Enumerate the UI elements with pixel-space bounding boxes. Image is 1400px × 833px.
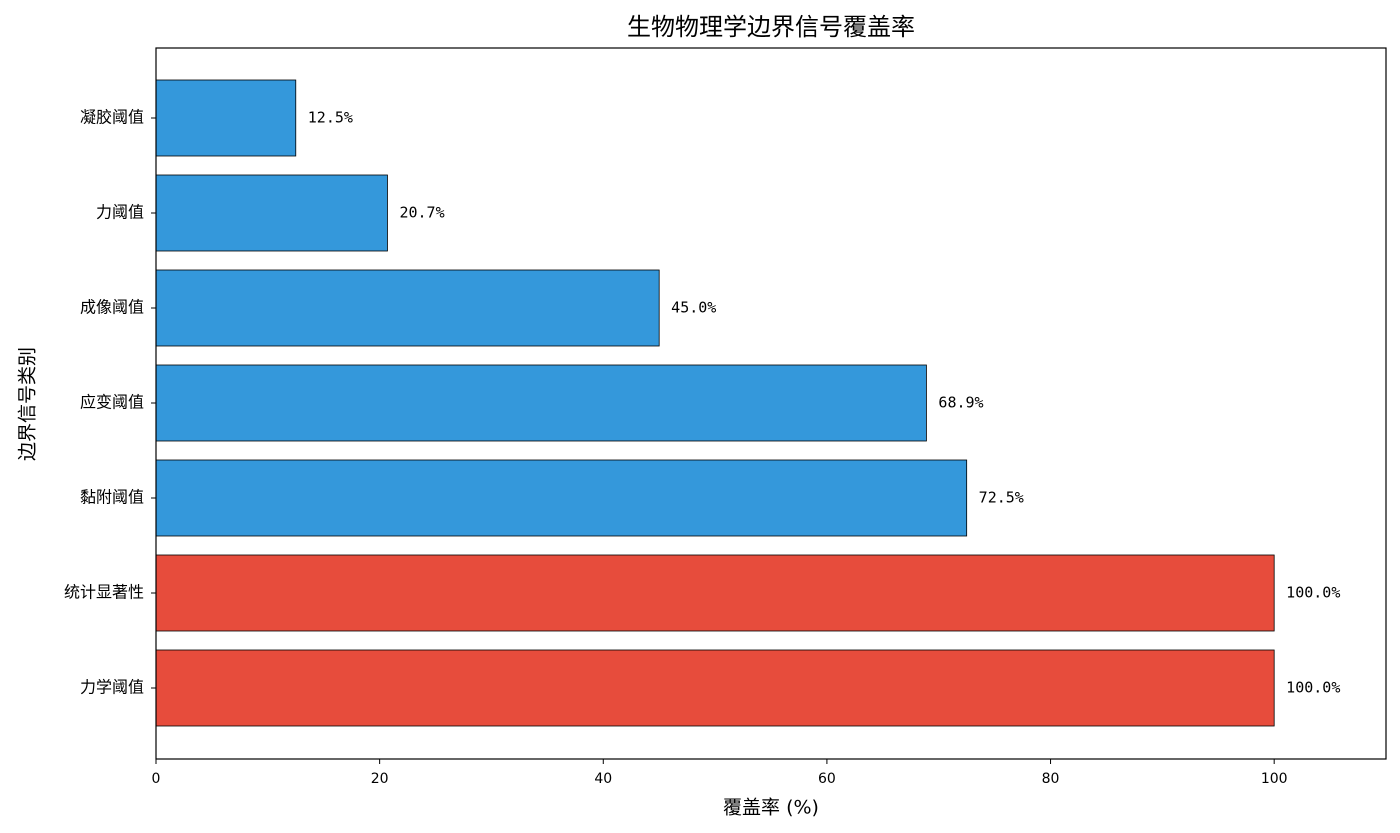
x-tick-label: 80 xyxy=(1042,771,1060,787)
value-label: 12.5% xyxy=(308,109,353,127)
y-tick-label: 力学阈值 xyxy=(80,678,144,697)
y-tick-label: 力阈值 xyxy=(96,203,144,222)
x-tick-label: 40 xyxy=(594,771,612,787)
x-tick-label: 60 xyxy=(818,771,836,787)
y-tick-label: 成像阈值 xyxy=(80,298,144,317)
y-axis-label: 边界信号类别 xyxy=(17,347,39,461)
value-label: 100.0% xyxy=(1286,679,1340,697)
y-tick-label: 黏附阈值 xyxy=(80,488,144,507)
value-label: 72.5% xyxy=(979,489,1024,507)
y-tick-label: 应变阈值 xyxy=(80,393,144,412)
value-label: 100.0% xyxy=(1286,584,1340,602)
plot-frame xyxy=(155,47,1387,760)
bar xyxy=(155,554,1275,632)
x-axis-label: 覆盖率 (%) xyxy=(723,797,819,819)
bar xyxy=(155,174,388,252)
x-tick-label: 20 xyxy=(371,771,389,787)
bar xyxy=(155,364,927,442)
x-tick-label: 100 xyxy=(1261,771,1288,787)
bar xyxy=(155,649,1275,727)
value-label: 45.0% xyxy=(671,299,716,317)
bar xyxy=(155,459,968,537)
bar xyxy=(155,269,660,347)
chart-title: 生物物理学边界信号覆盖率 xyxy=(627,13,915,41)
value-label: 68.9% xyxy=(938,394,983,412)
y-tick-label: 统计显著性 xyxy=(64,583,144,602)
x-tick-label: 0 xyxy=(152,771,161,787)
y-tick-label: 凝胶阈值 xyxy=(80,108,144,127)
bar xyxy=(155,79,297,157)
value-label: 20.7% xyxy=(399,204,444,222)
